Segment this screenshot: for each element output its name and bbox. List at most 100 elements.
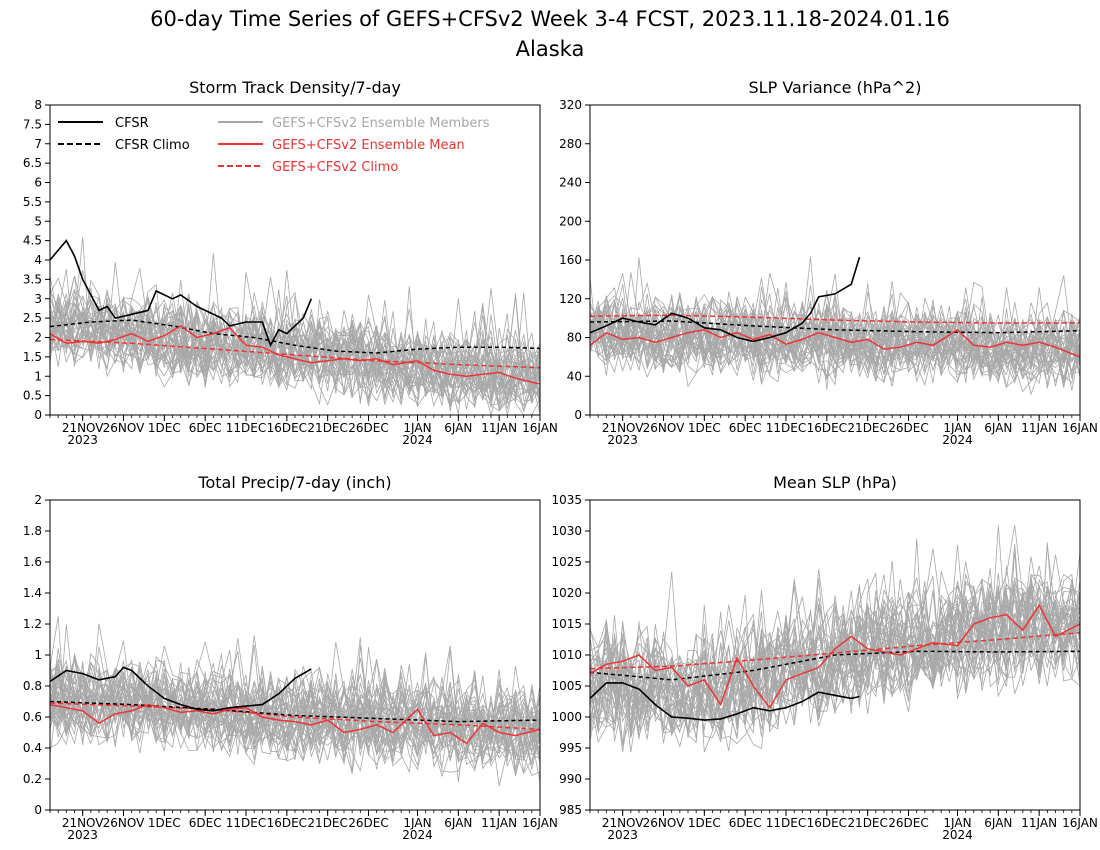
ensemble-member-line: [590, 311, 1080, 391]
plot-area: [590, 256, 1080, 396]
x-tick-label: 16JAN: [1062, 421, 1098, 435]
series-cfsr-climo: [50, 700, 540, 723]
legend-label: GEFS+CFSv2 Climo: [272, 160, 398, 175]
y-tick-label: 1: [34, 648, 42, 662]
x-tick-label: 16DEC: [807, 816, 847, 830]
series-climo: [590, 631, 1080, 670]
y-tick-label: 0.2: [23, 772, 42, 786]
x-tick-label: 21NOV: [602, 421, 644, 435]
figure-title: 60-day Time Series of GEFS+CFSv2 Week 3-…: [150, 7, 950, 31]
ensemble-member-line: [50, 661, 540, 771]
y-tick-label: 80: [567, 331, 582, 345]
x-tick-label: 6JAN: [984, 816, 1012, 830]
ensemble-member-line: [50, 649, 540, 776]
x-tick-label: 16JAN: [522, 816, 558, 830]
y-tick-label: 3: [34, 292, 42, 306]
x-tick-label: 21DEC: [307, 816, 347, 830]
y-tick-label: 1.8: [23, 524, 42, 538]
x-tick-label: 26NOV: [103, 816, 145, 830]
ensemble-member-line: [590, 573, 1080, 721]
panel-title: Mean SLP (hPa): [773, 473, 897, 492]
y-tick-label: 2.5: [23, 311, 42, 325]
ensemble-member-line: [50, 641, 540, 753]
legend-label: CFSR Climo: [115, 138, 190, 153]
y-tick-label: 200: [559, 214, 582, 228]
ensemble-member-line: [50, 236, 540, 404]
ensemble-member-line: [50, 645, 540, 761]
x-tick-label: 11DEC: [226, 421, 266, 435]
y-tick-label: 985: [559, 803, 582, 817]
ensemble-member-line: [50, 303, 540, 402]
ensemble-member-line: [50, 306, 540, 406]
y-tick-label: 1035: [551, 493, 582, 507]
y-tick-label: 7: [34, 137, 42, 151]
legend-label: GEFS+CFSv2 Ensemble Mean: [272, 138, 465, 153]
y-tick-label: 320: [559, 98, 582, 112]
x-tick-label: 16DEC: [267, 421, 307, 435]
ensemble-member-line: [50, 649, 540, 765]
x-tick-label: 26DEC: [348, 421, 388, 435]
x-tick-label: 6JAN: [444, 816, 472, 830]
x-tick-label: 1DEC: [688, 421, 721, 435]
y-tick-label: 7.5: [23, 117, 42, 131]
x-tick-label: 21NOV: [62, 421, 104, 435]
y-tick-label: 3.5: [23, 272, 42, 286]
x-tick-label: 21NOV: [62, 816, 104, 830]
ensemble-member-line: [50, 648, 540, 783]
y-tick-label: 1: [34, 369, 42, 383]
x-tick-year: 2024: [942, 433, 973, 447]
panel-title: Storm Track Density/7-day: [189, 78, 401, 97]
y-tick-label: 1000: [551, 710, 582, 724]
x-tick-label: 26DEC: [888, 421, 928, 435]
y-tick-label: 160: [559, 253, 582, 267]
ensemble-member-line: [50, 637, 540, 766]
y-tick-label: 0.6: [23, 710, 42, 724]
ensemble-members: [590, 256, 1080, 396]
ensemble-members: [50, 616, 540, 787]
series-cfsr: [590, 256, 861, 343]
y-tick-label: 1025: [551, 555, 582, 569]
x-tick-label: 11DEC: [766, 421, 806, 435]
ensemble-member-line: [50, 655, 540, 770]
ensemble-member-line: [590, 580, 1080, 732]
x-tick-label: 21DEC: [307, 421, 347, 435]
x-tick-label: 1DEC: [148, 816, 181, 830]
y-tick-label: 1010: [551, 648, 582, 662]
y-tick-label: 1.6: [23, 555, 42, 569]
x-tick-label: 6DEC: [189, 421, 222, 435]
panel-mean-slp: Mean SLP (hPa) 985 990 995 1000 1005 1010 1015 1…: [551, 473, 1097, 842]
legend-label: CFSR: [115, 116, 149, 131]
y-tick-label: 240: [559, 176, 582, 190]
ensemble-member-line: [590, 286, 1080, 369]
y-tick-label: 0: [34, 408, 42, 422]
x-tick-year: 2023: [607, 828, 638, 842]
plot-area: [50, 616, 540, 787]
x-tick-label: 1DEC: [688, 816, 721, 830]
x-tick-label: 6JAN: [984, 421, 1012, 435]
series-cfsr: [590, 682, 860, 721]
x-tick-year: 2024: [942, 828, 973, 842]
ensemble-member-line: [50, 253, 540, 408]
x-tick-label: 1JAN: [403, 421, 431, 435]
x-tick-label: 16DEC: [267, 816, 307, 830]
ensemble-member-line: [590, 574, 1080, 733]
plot-area: [590, 524, 1080, 753]
series-cfsr-climo: [590, 650, 1080, 681]
x-tick-label: 11JAN: [1021, 421, 1057, 435]
ensemble-member-line: [590, 275, 1080, 376]
series-cfsr: [50, 239, 313, 348]
x-tick-year: 2023: [607, 433, 638, 447]
y-tick-label: 280: [559, 137, 582, 151]
y-tick-label: 1005: [551, 679, 582, 693]
ensemble-member-line: [50, 666, 540, 774]
y-tick-label: 2: [34, 331, 42, 345]
series-ens-mean: [50, 325, 540, 385]
x-tick-label: 21NOV: [602, 816, 644, 830]
ensemble-member-line: [50, 293, 540, 409]
ensemble-members: [590, 524, 1080, 753]
panel-slp-variance: SLP Variance (hPa^2) 0 40 80 120 160 200 240 280…: [559, 78, 1098, 447]
y-tick-label: 6: [34, 176, 42, 190]
y-tick-label: 0.5: [23, 389, 42, 403]
ensemble-member-line: [590, 295, 1080, 370]
legend: CFSR CFSR Climo GEFS+CFSv2 Ensemble Member…: [58, 116, 490, 175]
